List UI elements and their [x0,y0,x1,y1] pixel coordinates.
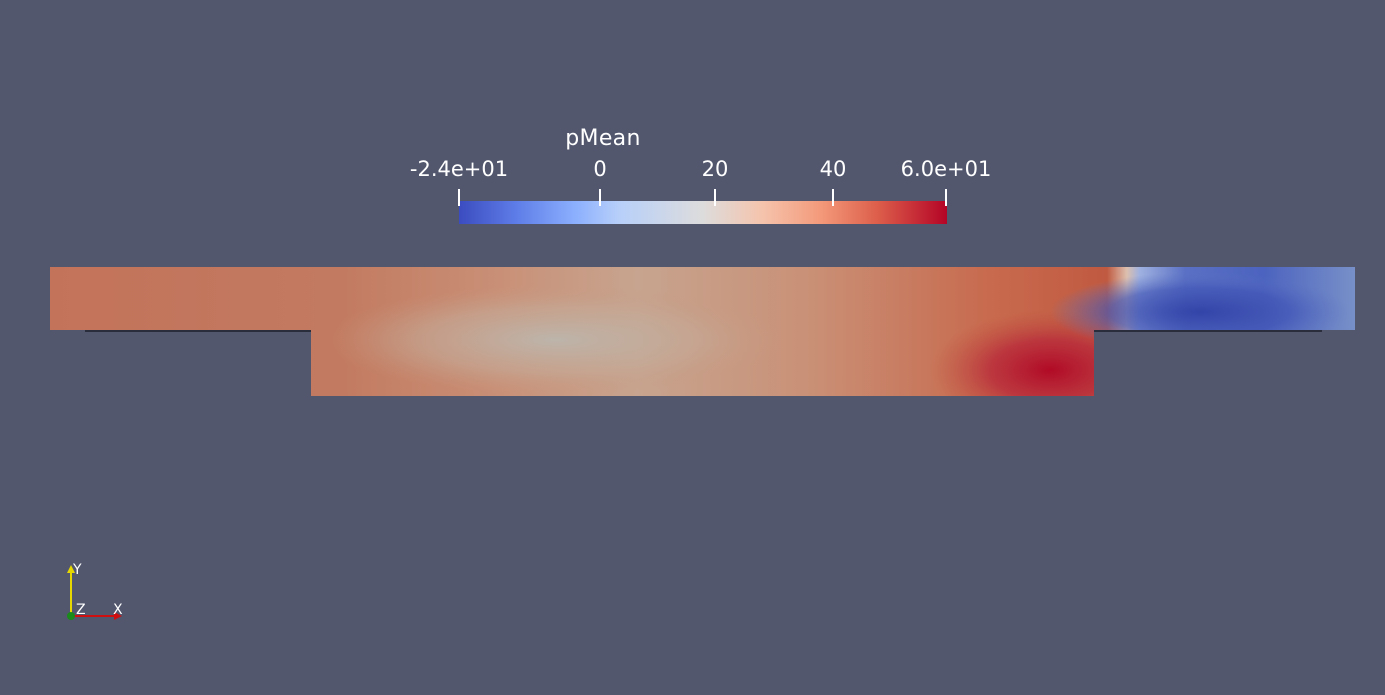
colorbar-tick-label-40: 40 [819,157,847,181]
z-axis-label: Z [76,602,86,618]
x-axis-label: X [113,602,123,618]
colorbar-tick [945,189,947,206]
z-axis-dot [67,612,75,620]
colorbar-tick-label-20: 20 [701,157,729,181]
colorbar-title: pMean [565,126,641,151]
colorbar-tick [599,189,601,206]
colorbar-tick-label-0: 0 [593,157,607,181]
colorbar-tick-label-max: 6.0e+01 [900,157,992,181]
orientation-axes: Y X Z [55,560,135,634]
pressure-field [50,267,1355,396]
x-axis-arrowhead [114,612,122,620]
colorbar-tick [458,189,460,206]
y-axis-label: Y [73,562,82,578]
colorbar-tick-label-min: -2.4e+01 [409,157,509,181]
colorbar-tick [832,189,834,206]
colorbar [459,201,947,224]
y-axis-arrowhead [67,565,75,573]
colorbar-tick [714,189,716,206]
